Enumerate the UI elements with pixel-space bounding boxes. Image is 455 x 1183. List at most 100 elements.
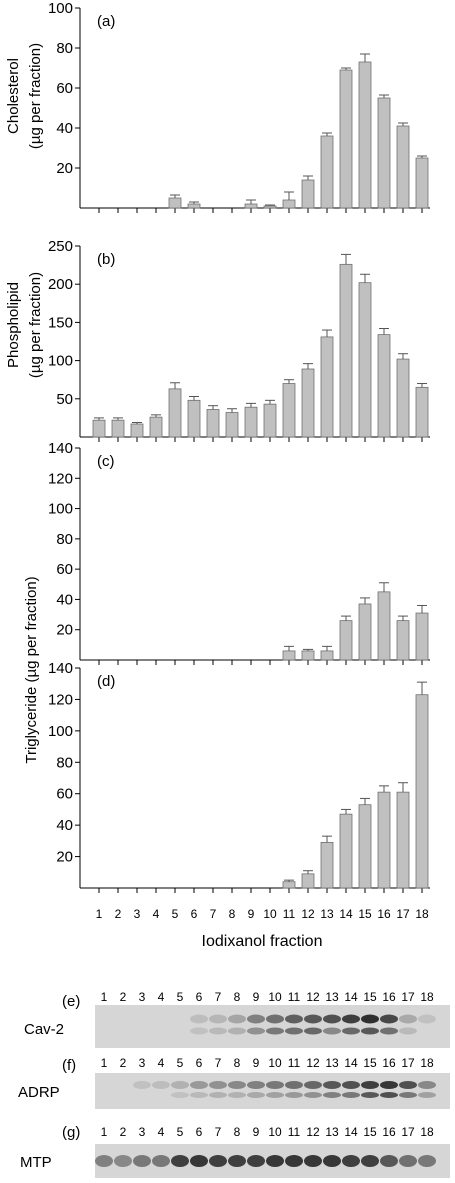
y-tick-label: 120 xyxy=(48,470,73,487)
lane-number: 15 xyxy=(363,1056,377,1070)
blot-band xyxy=(152,1081,170,1089)
lane-number: 16 xyxy=(382,1125,396,1139)
y-tick-label: 20 xyxy=(56,160,73,177)
lane-number: 14 xyxy=(344,1056,358,1070)
blot-band xyxy=(342,1081,360,1089)
blot-band xyxy=(171,1081,189,1089)
blot-band xyxy=(247,1081,265,1089)
bar xyxy=(377,97,391,209)
lane-number: 1 xyxy=(100,1125,108,1139)
bar xyxy=(244,406,258,438)
lane-number: 9 xyxy=(252,1125,260,1139)
bar xyxy=(187,399,201,438)
y-tick-label: 80 xyxy=(56,40,73,57)
blot-band xyxy=(95,1155,113,1167)
blot-band xyxy=(418,1014,436,1024)
lane-number: 6 xyxy=(195,1056,203,1070)
bar xyxy=(339,69,353,209)
lane-number: 17 xyxy=(401,1056,415,1070)
blot-band xyxy=(209,1155,227,1167)
x-tick-label: 1 xyxy=(96,907,103,921)
lane-number: 12 xyxy=(306,1125,320,1139)
x-axis-label: Iodixanol fraction xyxy=(202,933,323,950)
bar xyxy=(377,334,391,438)
panel-b-chart: 50 100 150 200 250 (b) xyxy=(48,238,430,442)
lane-number: 11 xyxy=(287,1125,301,1139)
blot-band xyxy=(380,1081,398,1089)
bar xyxy=(168,197,182,209)
lane-number: 12 xyxy=(306,1056,320,1070)
lane-number: 7 xyxy=(214,1056,222,1070)
blot-band xyxy=(266,1014,284,1024)
axis-labels: Cholesterol (µg per fraction) Phospholip… xyxy=(5,43,322,950)
blot-band xyxy=(247,1014,265,1024)
x-tick-label: 9 xyxy=(248,907,255,921)
blot-band xyxy=(209,1081,227,1089)
x-tick-label: 5 xyxy=(172,907,179,921)
bar xyxy=(396,358,410,438)
bar xyxy=(282,650,296,661)
x-tick-label: 14 xyxy=(339,907,353,921)
bar xyxy=(396,620,410,661)
blot-band xyxy=(285,1081,303,1089)
panel-f-letter: (f) xyxy=(62,1057,77,1074)
bar xyxy=(225,412,239,438)
lane-number: 9 xyxy=(252,1056,260,1070)
lane-number: 10 xyxy=(268,1056,282,1070)
lane-number: 6 xyxy=(195,990,203,1004)
x-tick-label: 16 xyxy=(377,907,391,921)
y-tick-label: 50 xyxy=(56,391,73,408)
lane-number: 6 xyxy=(195,1125,203,1139)
lane-number: 18 xyxy=(420,990,434,1004)
x-tick-label: 7 xyxy=(210,907,217,921)
bar xyxy=(320,336,334,438)
blot-band xyxy=(209,1092,227,1098)
lane-number: 2 xyxy=(119,1056,127,1070)
bar xyxy=(301,873,315,889)
blot-band xyxy=(266,1027,284,1035)
y-tick-label: 60 xyxy=(56,786,73,803)
bar xyxy=(358,804,372,889)
y-tick-label: 100 xyxy=(48,353,73,370)
lane-number: 14 xyxy=(344,990,358,1004)
panel-a-chart: 20 40 60 80 100 (a) xyxy=(48,0,430,213)
bar xyxy=(377,591,391,661)
bar xyxy=(92,419,106,438)
panel-letter: (d) xyxy=(97,673,115,690)
bar xyxy=(263,403,277,438)
lane-number: 1 xyxy=(100,990,108,1004)
y-tick-label: 120 xyxy=(48,691,73,708)
blot-band xyxy=(209,1027,227,1035)
y-tick-label: 80 xyxy=(56,754,73,771)
lane-number: 9 xyxy=(252,990,260,1004)
blot-band xyxy=(190,1092,208,1098)
lane-number: 3 xyxy=(138,990,146,1004)
bar xyxy=(358,61,372,209)
blot-band xyxy=(380,1155,398,1167)
blot-band xyxy=(228,1155,246,1167)
y-tick-label: 150 xyxy=(48,314,73,331)
blot-band xyxy=(361,1155,379,1167)
x-tick-label: 2 xyxy=(115,907,122,921)
blot-band xyxy=(418,1155,436,1167)
x-tick-label: 4 xyxy=(153,907,160,921)
panel-letter: (b) xyxy=(97,251,115,268)
bar xyxy=(415,157,429,209)
bar xyxy=(339,263,353,438)
blot-band xyxy=(266,1092,284,1098)
blot-band xyxy=(171,1155,189,1167)
panel-b-ylabel-line2: (µg per fraction) xyxy=(27,272,44,378)
lane-number: 4 xyxy=(157,990,165,1004)
x-tick-label: 6 xyxy=(191,907,198,921)
lane-number: 10 xyxy=(268,1125,282,1139)
lane-number: 17 xyxy=(401,990,415,1004)
blot-label-mtp: MTP xyxy=(20,1154,52,1171)
bar xyxy=(301,368,315,438)
y-tick-label: 100 xyxy=(48,723,73,740)
bar xyxy=(301,179,315,209)
lane-number: 18 xyxy=(420,1125,434,1139)
panel-a-ylabel-line1: Cholesterol xyxy=(5,58,22,134)
lane-number: 8 xyxy=(233,990,241,1004)
blot-band xyxy=(285,1014,303,1024)
bar xyxy=(320,842,334,889)
